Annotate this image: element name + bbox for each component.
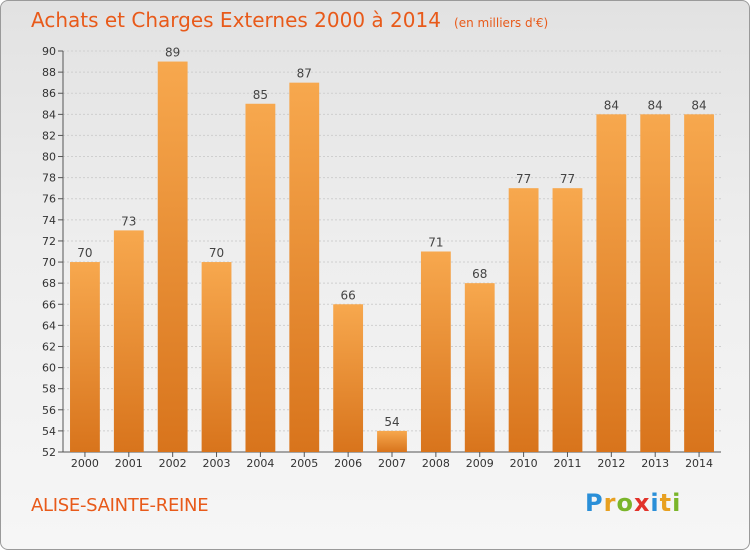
bar bbox=[596, 114, 627, 452]
logo-letter: i bbox=[672, 489, 682, 517]
y-tick-label: 54 bbox=[42, 425, 56, 438]
chart-title: Achats et Charges Externes 2000 à 2014 bbox=[31, 8, 441, 32]
y-tick-label: 70 bbox=[42, 256, 56, 269]
x-tick-label: 2009 bbox=[466, 457, 494, 470]
logo-letter: o bbox=[616, 489, 634, 517]
bar bbox=[289, 82, 320, 452]
bar-value-label: 84 bbox=[604, 98, 619, 112]
y-tick-label: 86 bbox=[42, 87, 56, 100]
y-tick-label: 52 bbox=[42, 446, 56, 459]
bar bbox=[157, 61, 188, 452]
y-tick-label: 68 bbox=[42, 277, 56, 290]
y-tick-label: 58 bbox=[42, 383, 56, 396]
x-tick-label: 2014 bbox=[685, 457, 713, 470]
y-tick-label: 84 bbox=[42, 108, 56, 121]
bar bbox=[245, 103, 276, 453]
x-tick-label: 2005 bbox=[290, 457, 318, 470]
x-tick-label: 2010 bbox=[510, 457, 538, 470]
bar-value-label: 54 bbox=[384, 415, 399, 429]
logo-letter: r bbox=[603, 489, 617, 517]
y-tick-label: 66 bbox=[42, 298, 56, 311]
x-tick-label: 2003 bbox=[203, 457, 231, 470]
bar-value-label: 87 bbox=[297, 67, 312, 81]
bar-value-label: 71 bbox=[428, 236, 443, 250]
bar bbox=[640, 114, 671, 452]
chart-title-block: Achats et Charges Externes 2000 à 2014 (… bbox=[31, 8, 548, 32]
y-tick-label: 82 bbox=[42, 129, 56, 142]
y-tick-label: 74 bbox=[42, 214, 56, 227]
bar bbox=[552, 188, 583, 452]
y-tick-label: 64 bbox=[42, 319, 56, 332]
x-tick-label: 2007 bbox=[378, 457, 406, 470]
bar-value-label: 70 bbox=[209, 246, 224, 260]
logo-letter: i bbox=[650, 489, 660, 517]
bars bbox=[70, 61, 714, 453]
bar bbox=[464, 283, 495, 452]
chart-unit: (en milliers d'€) bbox=[454, 16, 549, 30]
bar-value-label: 68 bbox=[472, 267, 487, 281]
logo-letter: x bbox=[633, 489, 651, 517]
x-tick-label: 2013 bbox=[641, 457, 669, 470]
bar bbox=[70, 262, 100, 452]
bar bbox=[377, 430, 407, 452]
x-tick-label: 2004 bbox=[246, 457, 274, 470]
bar bbox=[201, 262, 232, 452]
x-tick-label: 2001 bbox=[115, 457, 143, 470]
y-tick-label: 88 bbox=[42, 66, 56, 79]
y-tick-label: 90 bbox=[42, 45, 56, 58]
proxiti-logo: Proxiti bbox=[585, 489, 681, 517]
x-tick-label: 2011 bbox=[553, 457, 581, 470]
x-tick-label: 2000 bbox=[71, 457, 99, 470]
x-tick-label: 2012 bbox=[597, 457, 625, 470]
logo-letter: t bbox=[659, 489, 673, 517]
town-name: ALISE-SAINTE-REINE bbox=[31, 495, 209, 516]
bar bbox=[684, 114, 714, 452]
y-tick-label: 78 bbox=[42, 172, 56, 185]
bar-value-label: 85 bbox=[253, 88, 268, 102]
y-tick-label: 62 bbox=[42, 340, 56, 353]
data-labels: 70 73 89 70 85 87 66 54 71 68 77 77 84 84 84 bbox=[77, 46, 706, 429]
logo-letter: P bbox=[585, 489, 604, 517]
y-tick-label: 60 bbox=[42, 362, 56, 375]
bar-value-label: 77 bbox=[516, 172, 531, 186]
bar bbox=[420, 251, 451, 452]
y-tick-label: 76 bbox=[42, 193, 56, 206]
bar bbox=[508, 188, 539, 452]
bar-value-label: 73 bbox=[121, 214, 136, 228]
bar-value-label: 77 bbox=[560, 172, 575, 186]
x-tick-label: 2006 bbox=[334, 457, 362, 470]
bar-value-label: 66 bbox=[340, 288, 355, 302]
bar bbox=[333, 304, 364, 452]
x-tick-label: 2008 bbox=[422, 457, 450, 470]
x-tick-label: 2002 bbox=[159, 457, 187, 470]
bar-value-label: 70 bbox=[77, 246, 92, 260]
bar-value-label: 84 bbox=[648, 98, 663, 112]
y-tick-label: 80 bbox=[42, 151, 56, 164]
y-tick-label: 56 bbox=[42, 404, 56, 417]
bar bbox=[113, 230, 144, 452]
bar-value-label: 89 bbox=[165, 46, 180, 60]
bar-value-label: 84 bbox=[691, 98, 706, 112]
y-tick-label: 72 bbox=[42, 235, 56, 248]
